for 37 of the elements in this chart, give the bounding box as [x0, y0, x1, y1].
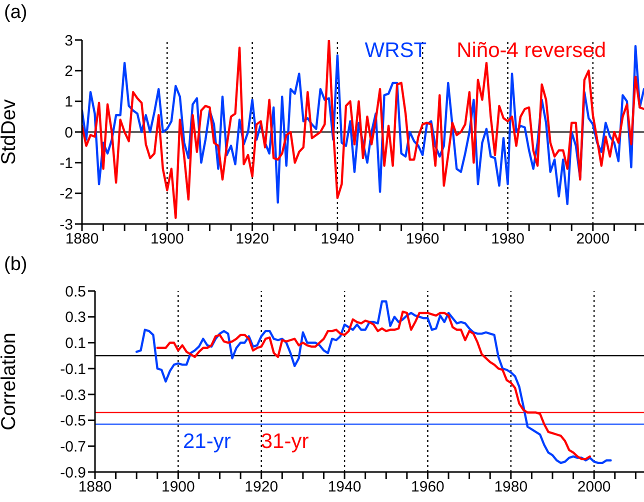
x-tick-label: 1980 [494, 478, 528, 496]
x-tick-label: 1900 [150, 230, 184, 248]
y-tick-label: 0 [64, 124, 73, 142]
x-tick-label: 1880 [65, 230, 99, 248]
x-tick-label: 1880 [78, 478, 112, 496]
x-tick-label: 1900 [161, 478, 195, 496]
x-tick-label: 1960 [406, 230, 440, 248]
y-axis-title: StdDev [0, 99, 20, 165]
chart-title: (a) [4, 2, 28, 24]
x-tick-label: 1940 [320, 230, 354, 248]
y-tick-label: -3 [60, 216, 73, 234]
y-tick-label: -1 [60, 154, 73, 172]
x-tick-label: 1980 [491, 230, 524, 248]
y-tick-label: 0.1 [65, 335, 86, 352]
y-tick-label: 3 [64, 32, 73, 50]
y-tick-label: -2 [60, 186, 73, 203]
y-tick-label: -0.3 [60, 386, 86, 404]
series-label: WRST [364, 39, 427, 63]
x-tick-label: 1960 [411, 478, 444, 496]
y-axis-title: Correlation [0, 332, 20, 430]
x-tick-label: 1940 [328, 478, 362, 496]
x-tick-label: 1920 [236, 230, 269, 248]
y-tick-label: -0.5 [60, 412, 86, 430]
series-label: Niño-4 reversed [456, 39, 606, 63]
text: 21-yr [183, 430, 231, 454]
text: 31-yr [260, 430, 309, 454]
y-tick-label: -0.7 [60, 438, 86, 456]
y-tick-label: 1 [64, 94, 73, 111]
y-tick-label: -0.9 [60, 464, 86, 482]
x-tick-label: 2000 [576, 230, 610, 248]
chart-title: (b) [4, 254, 28, 276]
y-tick-label: 0.5 [65, 283, 86, 300]
y-tick-label: 0.3 [65, 309, 86, 326]
x-tick-label: 1920 [244, 478, 278, 496]
y-tick-label: 2 [64, 62, 73, 80]
y-tick-label: -0.1 [60, 360, 86, 378]
x-tick-label: 2000 [577, 478, 611, 496]
